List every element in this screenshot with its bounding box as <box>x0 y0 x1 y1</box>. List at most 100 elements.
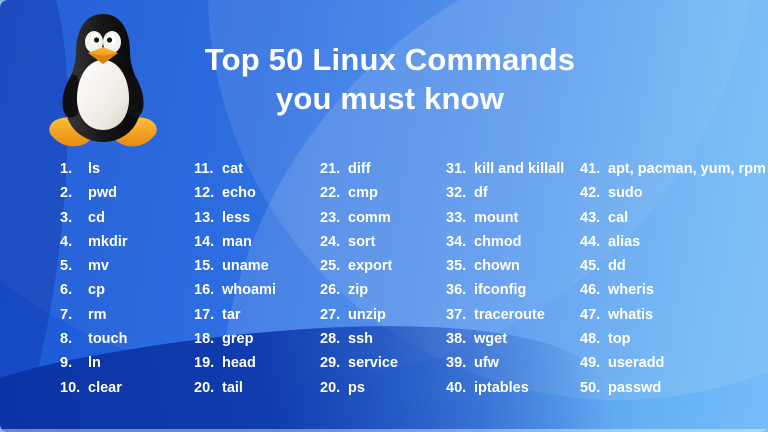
command-label: cp <box>88 282 105 299</box>
command-label: ufw <box>474 355 499 372</box>
command-item: 26. zip <box>320 278 442 302</box>
command-label: comm <box>348 209 391 226</box>
command-item: 47. whatis <box>580 303 766 327</box>
command-number: 13. <box>194 209 215 226</box>
command-item: 5. mv <box>60 254 190 278</box>
command-number: 6. <box>60 282 73 299</box>
command-label: pwd <box>88 185 117 202</box>
command-item: 14. man <box>194 230 316 254</box>
command-number: 47. <box>580 306 601 323</box>
command-label: ln <box>88 355 101 372</box>
command-label: ssh <box>348 331 373 348</box>
command-number: 24. <box>320 233 341 250</box>
command-item: 3. cd <box>60 206 190 230</box>
command-number: 50. <box>580 379 601 396</box>
command-number: 36. <box>446 282 467 299</box>
command-label: dd <box>608 258 626 275</box>
command-number: 35. <box>446 258 467 275</box>
command-label: wheris <box>608 282 654 299</box>
command-number: 45. <box>580 258 601 275</box>
command-number: 2. <box>60 185 73 202</box>
command-number: 38. <box>446 331 467 348</box>
command-number: 20. <box>320 379 341 396</box>
command-label: kill and killall <box>474 161 565 177</box>
command-number: 48. <box>580 331 601 348</box>
commands-column-5: 41. apt, pacman, yum, rpm 42. sudo 43. cal … <box>580 157 766 400</box>
page-title: Top 50 Linux Commands you must know <box>150 40 630 118</box>
command-label: df <box>474 185 488 202</box>
commands-column-4: 31. kill and killall 32. df 33. mount 34. ch… <box>446 157 576 400</box>
command-label: zip <box>348 282 369 299</box>
command-item: 22. cmp <box>320 181 442 205</box>
command-item: 6. cp <box>60 278 190 302</box>
command-label: iptables <box>474 379 529 396</box>
command-label: less <box>222 209 251 226</box>
command-label: traceroute <box>474 306 545 323</box>
command-label: grep <box>222 331 254 348</box>
command-label: touch <box>88 331 128 348</box>
command-label: tail <box>222 379 243 396</box>
command-item: 41. apt, pacman, yum, rpm <box>580 157 766 181</box>
command-number: 37. <box>446 306 467 323</box>
command-label: diff <box>348 161 371 177</box>
command-item: 21. diff <box>320 157 442 181</box>
command-item: 28. ssh <box>320 327 442 351</box>
command-number: 39. <box>446 355 467 372</box>
command-item: 36. ifconfig <box>446 278 576 302</box>
command-label: apt, pacman, yum, rpm <box>608 161 766 177</box>
command-item: 44. alias <box>580 230 766 254</box>
command-label: uname <box>222 258 269 275</box>
command-item: 25. export <box>320 254 442 278</box>
command-label: chown <box>474 258 520 275</box>
command-label: ls <box>88 161 101 177</box>
command-label: chmod <box>474 233 522 250</box>
command-number: 1. <box>60 161 73 177</box>
command-number: 23. <box>320 209 341 226</box>
command-number: 9. <box>60 355 73 372</box>
command-item: 4. mkdir <box>60 230 190 254</box>
command-item: 17. tar <box>194 303 316 327</box>
command-item: 31. kill and killall <box>446 157 576 181</box>
command-number: 34. <box>446 233 467 250</box>
commands-column-3: 21. diff 22. cmp 23. comm 24. sort 25. export… <box>320 157 442 400</box>
command-item: 7. rm <box>60 303 190 327</box>
command-label: clear <box>88 379 122 396</box>
command-item: 49. useradd <box>580 351 766 375</box>
command-item: 12. echo <box>194 181 316 205</box>
command-number: 22. <box>320 185 341 202</box>
command-label: service <box>348 355 398 372</box>
command-item: 23. comm <box>320 206 442 230</box>
command-item: 24. sort <box>320 230 442 254</box>
command-number: 28. <box>320 331 341 348</box>
command-number: 10. <box>60 379 81 396</box>
command-item: 19. head <box>194 351 316 375</box>
command-item: 10. clear <box>60 376 190 400</box>
command-number: 8. <box>60 331 73 348</box>
command-label: cd <box>88 209 105 226</box>
command-item: 42. sudo <box>580 181 766 205</box>
command-label: export <box>348 258 393 275</box>
command-label: useradd <box>608 355 665 372</box>
command-number: 32. <box>446 185 467 202</box>
command-item: 15. uname <box>194 254 316 278</box>
command-label: mv <box>88 258 109 275</box>
command-number: 43. <box>580 209 601 226</box>
command-number: 12. <box>194 185 215 202</box>
command-item: 29. service <box>320 351 442 375</box>
command-item: 27. unzip <box>320 303 442 327</box>
command-number: 27. <box>320 306 341 323</box>
commands-column-2: 11. cat 12. echo 13. less 14. man 15. uname 1… <box>194 157 316 400</box>
command-label: cal <box>608 209 629 226</box>
command-item: 16. whoami <box>194 278 316 302</box>
command-label: whoami <box>222 282 276 299</box>
command-number: 3. <box>60 209 73 226</box>
command-label: whatis <box>608 306 654 323</box>
command-number: 46. <box>580 282 601 299</box>
command-number: 18. <box>194 331 215 348</box>
command-label: man <box>222 233 252 250</box>
command-number: 14. <box>194 233 215 250</box>
command-number: 42. <box>580 185 601 202</box>
command-label: rm <box>88 306 107 323</box>
command-item: 50. passwd <box>580 376 766 400</box>
command-number: 31. <box>446 161 467 177</box>
